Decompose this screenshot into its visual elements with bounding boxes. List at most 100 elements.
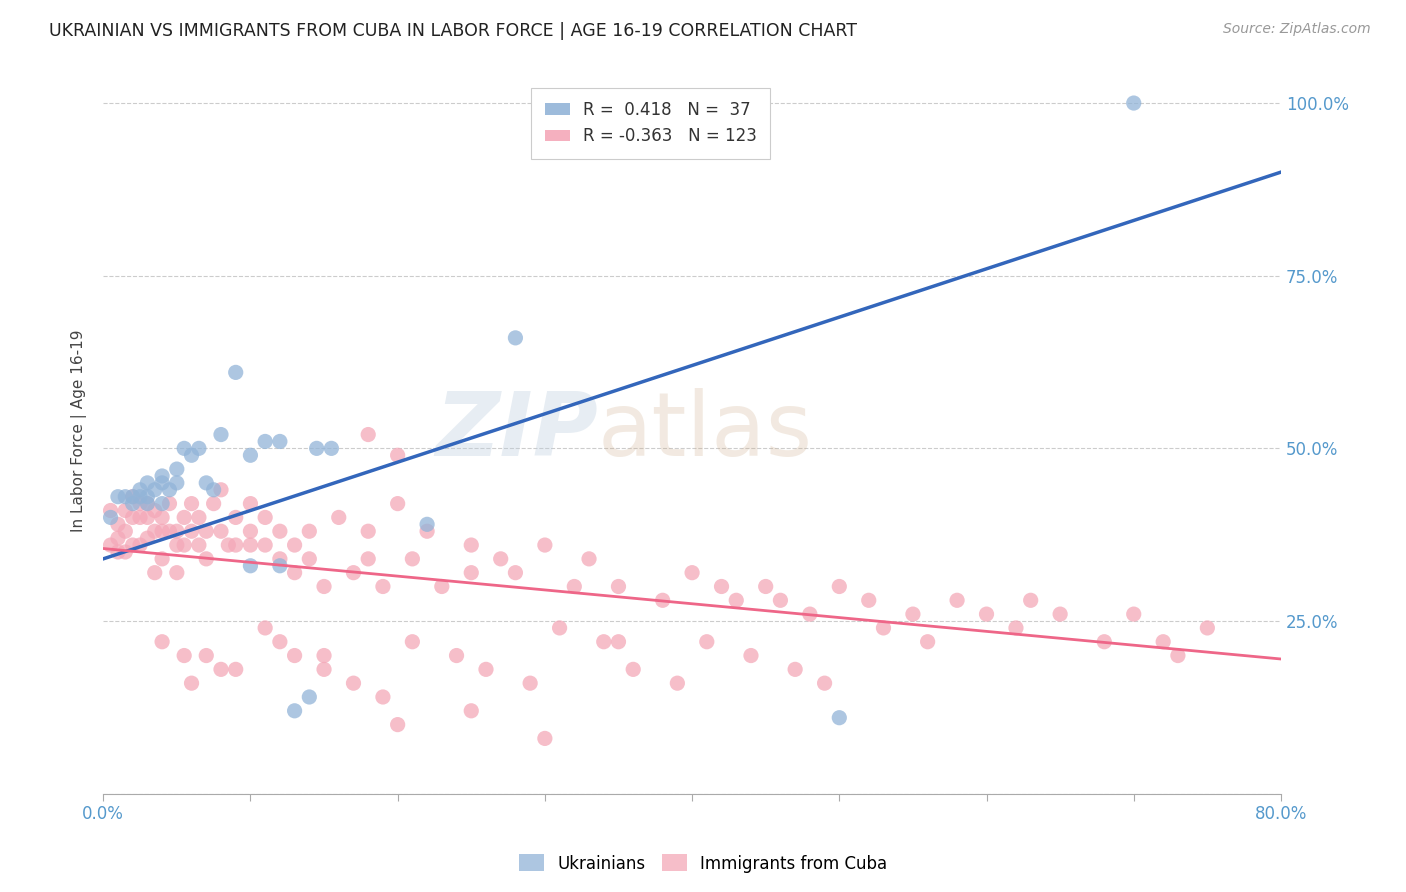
Point bbox=[828, 579, 851, 593]
Point bbox=[166, 566, 188, 580]
Point bbox=[328, 510, 350, 524]
Point bbox=[1049, 607, 1071, 621]
Point bbox=[114, 503, 136, 517]
Text: Source: ZipAtlas.com: Source: ZipAtlas.com bbox=[1223, 22, 1371, 37]
Point bbox=[371, 690, 394, 704]
Point bbox=[107, 490, 129, 504]
Point bbox=[159, 524, 181, 539]
Point bbox=[143, 503, 166, 517]
Point bbox=[166, 462, 188, 476]
Point bbox=[166, 538, 188, 552]
Point bbox=[107, 517, 129, 532]
Point bbox=[254, 510, 277, 524]
Point bbox=[209, 524, 232, 539]
Point bbox=[180, 676, 202, 690]
Point bbox=[607, 634, 630, 648]
Point bbox=[416, 524, 439, 539]
Point bbox=[202, 497, 225, 511]
Point bbox=[387, 448, 409, 462]
Point bbox=[312, 579, 335, 593]
Point bbox=[1092, 634, 1115, 648]
Point bbox=[578, 552, 600, 566]
Point bbox=[666, 676, 689, 690]
Point bbox=[187, 510, 209, 524]
Point bbox=[143, 524, 166, 539]
Point bbox=[136, 475, 159, 490]
Point bbox=[710, 579, 733, 593]
Point bbox=[446, 648, 468, 663]
Point bbox=[121, 510, 143, 524]
Point bbox=[180, 524, 202, 539]
Point bbox=[357, 552, 380, 566]
Point bbox=[239, 448, 262, 462]
Point bbox=[209, 662, 232, 676]
Point bbox=[195, 552, 218, 566]
Point bbox=[136, 531, 159, 545]
Point bbox=[342, 676, 364, 690]
Point bbox=[136, 497, 159, 511]
Point bbox=[1122, 96, 1144, 111]
Point bbox=[725, 593, 748, 607]
Point bbox=[225, 510, 247, 524]
Point bbox=[740, 648, 762, 663]
Point bbox=[121, 490, 143, 504]
Point bbox=[357, 427, 380, 442]
Point bbox=[225, 365, 247, 379]
Point bbox=[100, 510, 122, 524]
Point bbox=[173, 510, 195, 524]
Point bbox=[312, 662, 335, 676]
Point bbox=[305, 442, 328, 456]
Point bbox=[401, 552, 423, 566]
Text: ZIP: ZIP bbox=[434, 388, 598, 475]
Point bbox=[321, 442, 343, 456]
Point bbox=[150, 469, 173, 483]
Point bbox=[785, 662, 807, 676]
Point bbox=[269, 558, 291, 573]
Point bbox=[159, 497, 181, 511]
Point bbox=[1019, 593, 1042, 607]
Point bbox=[239, 558, 262, 573]
Point bbox=[342, 566, 364, 580]
Point bbox=[976, 607, 998, 621]
Point bbox=[100, 538, 122, 552]
Point bbox=[475, 662, 498, 676]
Point bbox=[1122, 607, 1144, 621]
Point bbox=[519, 676, 541, 690]
Point bbox=[107, 531, 129, 545]
Point bbox=[187, 442, 209, 456]
Point bbox=[100, 503, 122, 517]
Point bbox=[136, 497, 159, 511]
Point bbox=[505, 566, 527, 580]
Point bbox=[173, 648, 195, 663]
Point bbox=[284, 566, 307, 580]
Point bbox=[387, 717, 409, 731]
Point bbox=[239, 524, 262, 539]
Point bbox=[1197, 621, 1219, 635]
Point bbox=[284, 538, 307, 552]
Point bbox=[150, 510, 173, 524]
Point bbox=[173, 442, 195, 456]
Point bbox=[901, 607, 924, 621]
Point bbox=[621, 662, 644, 676]
Point bbox=[129, 483, 152, 497]
Point bbox=[180, 497, 202, 511]
Point bbox=[298, 552, 321, 566]
Point bbox=[357, 524, 380, 539]
Point bbox=[917, 634, 939, 648]
Point bbox=[651, 593, 673, 607]
Point bbox=[217, 538, 239, 552]
Point bbox=[121, 490, 143, 504]
Point bbox=[607, 579, 630, 593]
Legend: Ukrainians, Immigrants from Cuba: Ukrainians, Immigrants from Cuba bbox=[512, 847, 894, 880]
Point bbox=[813, 676, 835, 690]
Point bbox=[401, 634, 423, 648]
Point bbox=[548, 621, 571, 635]
Point bbox=[209, 483, 232, 497]
Point bbox=[872, 621, 894, 635]
Point bbox=[150, 475, 173, 490]
Point bbox=[187, 538, 209, 552]
Point bbox=[1167, 648, 1189, 663]
Point bbox=[858, 593, 880, 607]
Point bbox=[534, 731, 557, 746]
Point bbox=[254, 434, 277, 449]
